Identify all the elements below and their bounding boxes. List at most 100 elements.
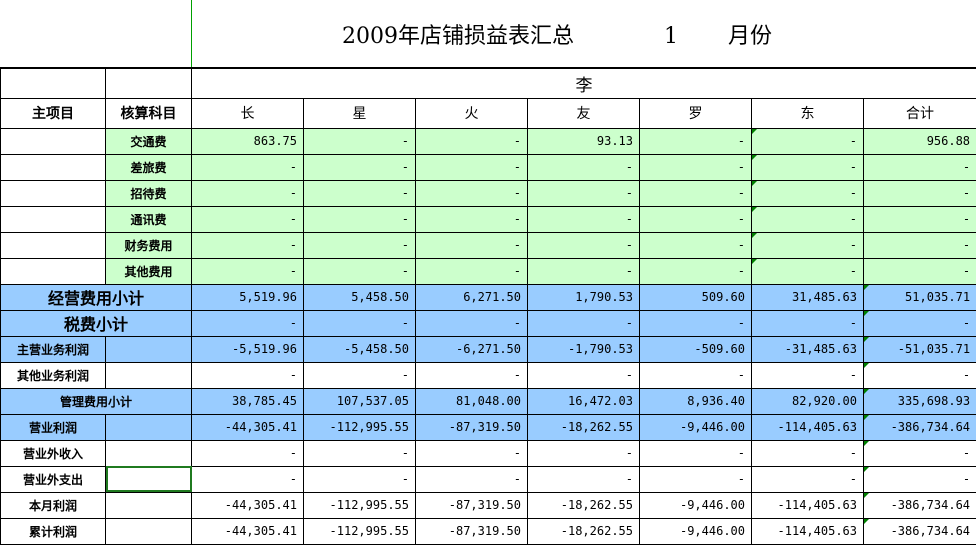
value-cell[interactable]: -44,305.41 (192, 492, 304, 518)
value-cell[interactable]: 93.13 (528, 128, 640, 154)
value-cell[interactable]: - (416, 466, 528, 492)
value-cell[interactable]: 5,458.50 (304, 284, 416, 310)
value-cell[interactable]: - (192, 232, 304, 258)
value-cell[interactable]: - (864, 180, 976, 206)
value-cell[interactable]: - (528, 362, 640, 388)
value-cell[interactable]: -9,446.00 (640, 518, 752, 544)
value-cell[interactable]: -1,790.53 (528, 336, 640, 362)
value-cell[interactable]: - (864, 154, 976, 180)
summary-label[interactable]: 营业外支出 (1, 466, 106, 492)
value-cell[interactable]: - (416, 440, 528, 466)
value-cell[interactable]: - (416, 154, 528, 180)
header-col[interactable]: 长 (192, 98, 304, 128)
value-cell[interactable]: - (304, 180, 416, 206)
value-cell[interactable]: -386,734.64 (864, 518, 976, 544)
value-cell[interactable]: -18,262.55 (528, 414, 640, 440)
value-cell[interactable]: -386,734.64 (864, 492, 976, 518)
value-cell[interactable]: 8,936.40 (640, 388, 752, 414)
value-cell[interactable]: 81,048.00 (416, 388, 528, 414)
main-item-cell[interactable] (1, 232, 106, 258)
value-cell[interactable]: - (864, 440, 976, 466)
value-cell[interactable]: - (528, 206, 640, 232)
summary-label[interactable]: 税费小计 (1, 310, 192, 336)
value-cell[interactable]: - (752, 206, 864, 232)
value-cell[interactable]: - (528, 440, 640, 466)
value-cell[interactable]: 6,271.50 (416, 284, 528, 310)
summary-label[interactable]: 主营业务利润 (1, 336, 106, 362)
value-cell[interactable]: 107,537.05 (304, 388, 416, 414)
value-cell[interactable]: 5,519.96 (192, 284, 304, 310)
value-cell[interactable]: - (752, 154, 864, 180)
value-cell[interactable]: - (864, 258, 976, 284)
value-cell[interactable]: - (416, 128, 528, 154)
value-cell[interactable]: - (528, 154, 640, 180)
value-cell[interactable]: - (192, 440, 304, 466)
group-blank-b[interactable] (106, 68, 192, 98)
account-label[interactable]: 招待费 (106, 180, 192, 206)
value-cell[interactable]: - (640, 466, 752, 492)
header-col[interactable]: 东 (752, 98, 864, 128)
value-cell[interactable]: - (640, 232, 752, 258)
value-cell[interactable]: - (416, 180, 528, 206)
value-cell[interactable]: - (416, 206, 528, 232)
value-cell[interactable]: 38,785.45 (192, 388, 304, 414)
header-account[interactable]: 核算科目 (106, 98, 192, 128)
value-cell[interactable]: - (416, 258, 528, 284)
value-cell[interactable]: - (752, 232, 864, 258)
value-cell[interactable]: - (864, 310, 976, 336)
value-cell[interactable]: - (528, 180, 640, 206)
value-cell[interactable]: - (304, 206, 416, 232)
value-cell[interactable]: 51,035.71 (864, 284, 976, 310)
value-cell[interactable]: - (752, 180, 864, 206)
value-cell[interactable]: -112,995.55 (304, 518, 416, 544)
main-item-cell[interactable] (1, 258, 106, 284)
value-cell[interactable]: - (640, 206, 752, 232)
main-item-cell[interactable] (1, 128, 106, 154)
value-cell[interactable]: 509.60 (640, 284, 752, 310)
value-cell[interactable]: - (304, 258, 416, 284)
value-cell[interactable]: 1,790.53 (528, 284, 640, 310)
summary-label[interactable]: 经营费用小计 (1, 284, 192, 310)
value-cell[interactable]: - (640, 258, 752, 284)
value-cell[interactable]: - (192, 310, 304, 336)
value-cell[interactable]: - (192, 258, 304, 284)
summary-account-cell[interactable] (106, 336, 192, 362)
value-cell[interactable]: - (304, 232, 416, 258)
value-cell[interactable]: -112,995.55 (304, 414, 416, 440)
value-cell[interactable]: - (864, 206, 976, 232)
main-item-cell[interactable] (1, 206, 106, 232)
main-item-cell[interactable] (1, 180, 106, 206)
value-cell[interactable]: - (640, 440, 752, 466)
value-cell[interactable]: -112,995.55 (304, 492, 416, 518)
value-cell[interactable]: - (640, 128, 752, 154)
value-cell[interactable]: -87,319.50 (416, 518, 528, 544)
value-cell[interactable]: - (416, 362, 528, 388)
value-cell[interactable]: -51,035.71 (864, 336, 976, 362)
value-cell[interactable]: - (528, 466, 640, 492)
summary-label[interactable]: 本月利润 (1, 492, 106, 518)
main-item-cell[interactable] (1, 154, 106, 180)
account-label[interactable]: 财务费用 (106, 232, 192, 258)
value-cell[interactable]: - (416, 232, 528, 258)
summary-label[interactable]: 累计利润 (1, 518, 106, 544)
value-cell[interactable]: - (304, 310, 416, 336)
value-cell[interactable]: -44,305.41 (192, 518, 304, 544)
account-label[interactable]: 差旅费 (106, 154, 192, 180)
value-cell[interactable]: 863.75 (192, 128, 304, 154)
value-cell[interactable]: - (640, 180, 752, 206)
value-cell[interactable]: - (192, 362, 304, 388)
group-blank-a[interactable] (1, 68, 106, 98)
header-col[interactable]: 友 (528, 98, 640, 128)
value-cell[interactable]: - (304, 154, 416, 180)
header-main-item[interactable]: 主项目 (1, 98, 106, 128)
value-cell[interactable]: - (864, 466, 976, 492)
summary-account-cell[interactable] (106, 518, 192, 544)
value-cell[interactable]: -44,305.41 (192, 414, 304, 440)
group-header[interactable]: 李 (192, 68, 976, 98)
value-cell[interactable]: - (304, 128, 416, 154)
value-cell[interactable]: -87,319.50 (416, 414, 528, 440)
value-cell[interactable]: - (304, 362, 416, 388)
value-cell[interactable]: - (192, 206, 304, 232)
value-cell[interactable]: - (640, 310, 752, 336)
